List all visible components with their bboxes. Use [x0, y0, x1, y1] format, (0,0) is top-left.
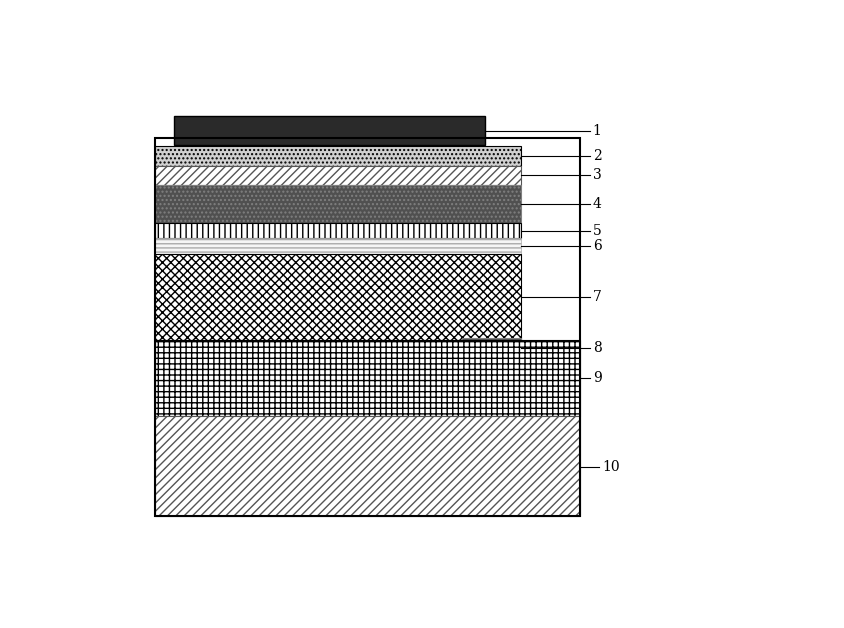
Bar	[154, 146, 521, 166]
Text: 10: 10	[603, 460, 620, 474]
Bar	[154, 223, 521, 238]
Bar	[174, 116, 484, 146]
Text: 2: 2	[592, 149, 602, 163]
Text: 7: 7	[592, 290, 602, 304]
Bar	[154, 138, 580, 516]
Bar	[154, 340, 580, 416]
Bar	[462, 338, 521, 357]
Text: 5: 5	[592, 224, 602, 237]
Bar	[154, 166, 521, 185]
Bar	[154, 185, 521, 223]
Text: 8: 8	[592, 340, 602, 355]
Text: 9: 9	[592, 371, 602, 385]
Text: 3: 3	[592, 168, 602, 183]
Bar	[154, 238, 521, 254]
Bar	[154, 254, 521, 340]
Text: 4: 4	[592, 197, 602, 211]
Text: 1: 1	[592, 124, 602, 138]
Text: 6: 6	[592, 239, 602, 253]
Bar	[154, 416, 580, 516]
